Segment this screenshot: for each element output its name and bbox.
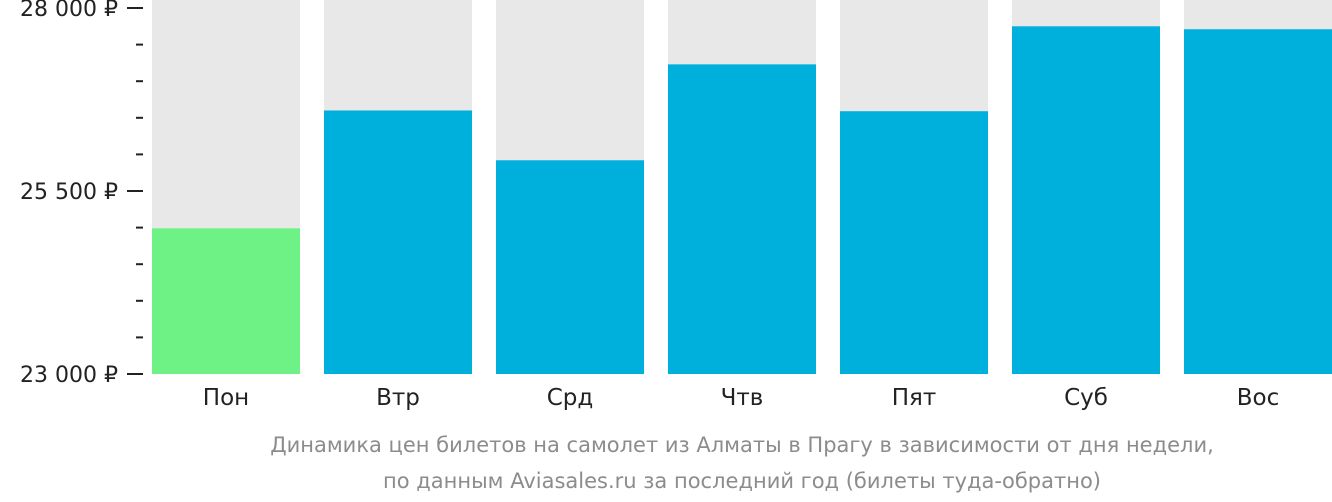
- bar-0: [152, 228, 300, 374]
- y-tick-label: 23 000 ₽: [20, 363, 118, 388]
- y-tick-label: 25 500 ₽: [20, 180, 118, 205]
- bar-1: [324, 110, 472, 374]
- x-tick-label: Вос: [1237, 385, 1280, 411]
- bar-4: [840, 111, 988, 374]
- bar-6: [1184, 29, 1332, 375]
- bar-2: [496, 160, 644, 374]
- x-tick-label: Пят: [892, 385, 937, 411]
- caption-line-2: по данным Aviasales.ru за последний год …: [383, 469, 1101, 493]
- x-axis: Пон Втр Срд Чтв Пят Суб Вос: [203, 385, 1279, 411]
- x-tick-label: Пон: [203, 385, 249, 411]
- y-tick-label: 28 000 ₽: [20, 0, 118, 22]
- x-tick-label: Срд: [547, 385, 594, 411]
- caption-line-1: Динамика цен билетов на самолет из Алмат…: [270, 433, 1214, 457]
- y-axis: 23 000 ₽ 25 500 ₽ 28 000 ₽: [20, 0, 143, 388]
- bar-5: [1012, 26, 1160, 375]
- bar-3: [668, 64, 816, 374]
- x-tick-label: Суб: [1064, 385, 1108, 411]
- bars: [152, 26, 1332, 375]
- x-tick-label: Втр: [376, 385, 420, 411]
- x-tick-label: Чтв: [721, 385, 764, 411]
